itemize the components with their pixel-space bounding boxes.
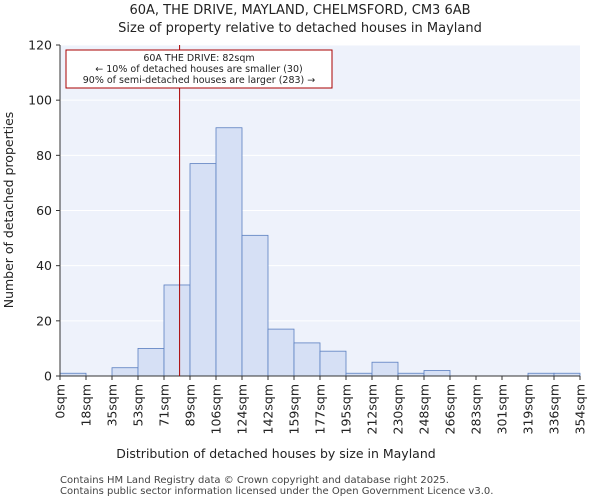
x-tick-label: 159sqm [287,384,302,434]
bar [293,342,321,377]
x-axis: 0sqm 18sqm 35sqm 53sqm 71sqm 89sqm 106sqm 124sq… [53,375,588,434]
x-tick-label: 354sqm [573,384,588,434]
y-tick-label: 0 [44,369,52,384]
x-tick-label: 71sqm [157,384,172,427]
chart-subtitle: Size of property relative to detached ho… [118,21,482,36]
x-tick-label: 18sqm [79,384,94,427]
bar [137,348,165,377]
x-tick-label: 89sqm [183,384,198,427]
y-tick-label: 60 [36,203,52,218]
annotation-line-2: ← 10% of detached houses are smaller (30… [95,64,302,75]
x-tick-label: 283sqm [469,384,484,434]
footer-line-1: Contains HM Land Registry data © Crown c… [60,475,449,486]
y-tick-label: 40 [36,258,52,273]
bar [111,367,139,377]
x-tick-label: 106sqm [209,384,224,434]
x-axis-title: Distribution of detached houses by size … [116,446,435,461]
x-tick-label: 336sqm [547,384,562,434]
x-tick-label: 124sqm [235,384,250,434]
y-tick-label: 80 [36,148,52,163]
annotation-box: 60A THE DRIVE: 82sqm ← 10% of detached h… [65,49,333,89]
x-tick-label: 319sqm [521,384,536,434]
annotation-border [65,49,333,89]
annotation-line-3: 90% of semi-detached houses are larger (… [83,75,316,86]
x-tick-label: 301sqm [495,384,510,434]
y-tick-label: 120 [28,38,52,53]
y-axis-title: Number of detached properties [1,112,16,309]
chart-title: 60A, THE DRIVE, MAYLAND, CHELMSFORD, CM3… [129,3,470,18]
y-axis: 0 20 40 60 80 100 120 [28,38,61,384]
bar [241,234,269,377]
y-tick-label: 100 [28,93,52,108]
x-tick-label: 177sqm [313,384,328,434]
x-tick-label: 266sqm [443,384,458,434]
x-tick-label: 142sqm [261,384,276,434]
bar [215,127,243,377]
footer-line-2: Contains public sector information licen… [60,486,493,497]
x-tick-label: 212sqm [365,384,380,434]
bars [59,127,581,377]
bar [319,350,347,377]
y-tick-label: 20 [36,313,52,328]
x-tick-label: 248sqm [417,384,432,434]
x-tick-label: 230sqm [391,384,406,434]
x-tick-label: 195sqm [339,384,354,434]
bar [267,328,295,377]
bar [423,370,451,377]
x-tick-label: 35sqm [105,384,120,427]
bar [189,163,217,377]
x-tick-label: 0sqm [53,384,68,419]
x-tick-label: 53sqm [131,384,146,427]
bar [163,284,191,377]
annotation-line-1: 60A THE DRIVE: 82sqm [143,53,254,64]
bar [371,361,399,377]
